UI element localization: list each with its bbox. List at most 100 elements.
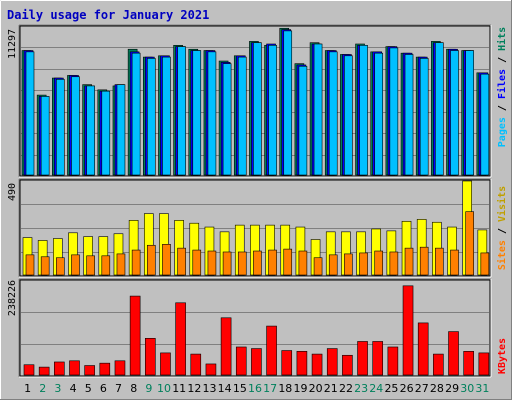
bar-kbytes: [266, 325, 277, 376]
bar-sites: [435, 247, 444, 276]
bar-kbytes: [311, 353, 323, 376]
bar-sites: [389, 251, 399, 276]
x-tick-label: 22: [339, 382, 353, 395]
bar-pages: [389, 47, 399, 176]
x-tick-label: 21: [324, 382, 338, 395]
x-tick-label: 14: [218, 382, 232, 395]
bar-kbytes: [144, 338, 156, 376]
bar-pages: [237, 56, 247, 176]
bar-kbytes: [235, 346, 247, 376]
bar-kbytes: [372, 341, 384, 376]
bar-pages: [116, 84, 126, 176]
bar-kbytes: [326, 348, 338, 376]
x-tick-label: 5: [85, 382, 92, 395]
panels-layer: 11297 Pages / Files / Hits 490 Sites / Visi…: [7, 24, 508, 378]
bar-sites: [480, 252, 490, 276]
bar-sites: [268, 249, 277, 276]
panel-frame: [19, 179, 491, 277]
x-tick-label: 10: [157, 382, 171, 395]
bar-kbytes: [463, 351, 474, 376]
bar-kbytes: [220, 317, 232, 376]
bar-kbytes: [84, 365, 95, 376]
x-tick-label: 25: [384, 382, 398, 395]
bar-pages: [450, 50, 459, 176]
bar-pages: [131, 52, 141, 176]
x-tick-label: 27: [415, 382, 429, 395]
bar-kbytes: [114, 360, 126, 376]
bar-pages: [283, 30, 293, 176]
bar-sites: [40, 256, 50, 276]
bar-sites: [177, 247, 186, 276]
bar-pages: [253, 42, 262, 176]
bar-sites: [374, 250, 384, 276]
bar-sites: [71, 254, 80, 276]
bar-pages: [146, 58, 156, 176]
bar-pages: [222, 63, 232, 176]
x-tick-label: 2: [39, 382, 46, 395]
legend-hits: Hits: [496, 27, 508, 51]
x-tick-label: 3: [54, 382, 61, 395]
y-axis-max-label: 238226: [7, 280, 18, 316]
bar-sites: [359, 252, 368, 276]
bar-pages: [71, 76, 80, 176]
bar-kbytes: [54, 361, 65, 376]
bar-pages: [268, 45, 277, 176]
bar-sites: [344, 253, 353, 276]
legend-pages: Pages: [497, 117, 508, 147]
legend-visits: Visits: [496, 186, 508, 222]
bar-pages: [435, 42, 444, 176]
bar-kbytes: [417, 322, 429, 376]
bar-pages: [359, 45, 368, 176]
panel-frame: [19, 279, 491, 377]
bar-pages: [192, 50, 202, 176]
x-tick-label: 8: [130, 382, 137, 395]
bar-sites: [404, 247, 414, 276]
bar-kbytes: [251, 348, 262, 376]
bar-pages: [86, 85, 95, 176]
x-tick-label: 29: [445, 382, 459, 395]
legend: Sites / Visits: [496, 186, 508, 270]
bar-kbytes: [433, 353, 444, 376]
legend-sites: Sites: [496, 240, 508, 270]
legend: KBytes: [497, 338, 508, 374]
legend-files: Files: [496, 69, 508, 99]
x-tick-label: 9: [145, 382, 152, 395]
legend: Pages / Files / Hits: [496, 27, 508, 147]
bar-sites: [192, 249, 202, 276]
bar-sites: [465, 211, 474, 276]
legend-separator: /: [497, 51, 508, 69]
bar-sites: [146, 244, 156, 276]
bar-pages: [313, 43, 323, 176]
bar-sites: [101, 255, 111, 276]
x-tick-label: 16: [248, 382, 262, 395]
x-tick-label: 13: [203, 382, 217, 395]
x-tick-label: 17: [263, 382, 277, 395]
x-tick-label: 24: [369, 382, 383, 395]
bar-pages: [101, 90, 111, 176]
x-tick-label: 19: [293, 382, 307, 395]
bar-sites: [450, 249, 459, 276]
y-axis-max-label: 11297: [7, 29, 18, 59]
bar-kbytes: [69, 360, 80, 376]
bar-sites: [162, 244, 171, 276]
bar-pages: [207, 51, 217, 176]
bar-sites: [328, 254, 338, 276]
bar-pages: [40, 96, 50, 176]
bar-kbytes: [387, 346, 399, 376]
bar-sites: [419, 246, 429, 276]
legend-separator: /: [497, 99, 508, 117]
bar-pages: [56, 79, 65, 176]
bar-kbytes: [175, 302, 186, 376]
bar-sites: [313, 257, 323, 276]
x-tick-label: 15: [233, 382, 247, 395]
bar-sites: [253, 250, 262, 276]
bar-kbytes: [478, 352, 490, 376]
bar-kbytes: [190, 353, 202, 376]
x-tick-label: 7: [115, 382, 122, 395]
x-tick-label: 12: [187, 382, 201, 395]
bar-sites: [86, 255, 95, 276]
bar-kbytes: [448, 331, 459, 376]
bar-sites: [25, 254, 35, 276]
